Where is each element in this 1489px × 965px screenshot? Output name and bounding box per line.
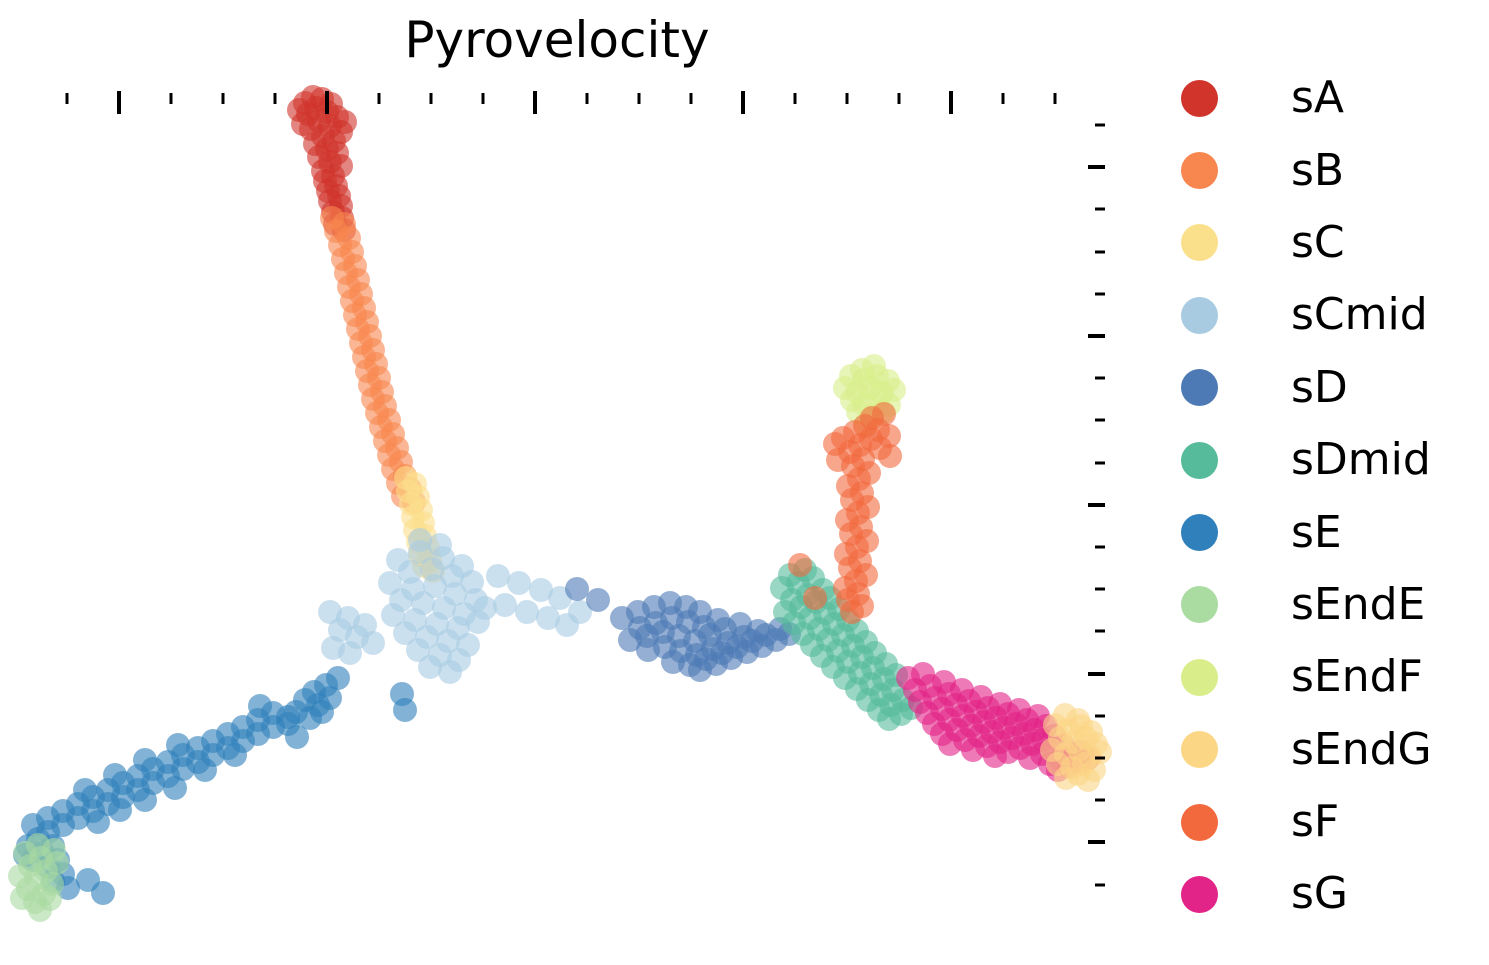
data-point <box>872 402 896 426</box>
data-point <box>248 694 272 718</box>
data-point <box>10 886 34 910</box>
series-sCmid <box>318 528 592 684</box>
data-point <box>163 776 187 800</box>
legend-swatch-icon <box>1181 658 1218 696</box>
data-point <box>103 763 127 787</box>
legend-swatch-icon <box>1181 79 1218 117</box>
legend-label: sE <box>1291 506 1342 558</box>
data-point <box>418 655 442 679</box>
data-point <box>878 444 902 468</box>
legend-item-sA: sA <box>1181 62 1432 134</box>
data-point <box>568 600 592 624</box>
legend-item-sD: sD <box>1181 352 1432 424</box>
data-point <box>565 577 589 601</box>
data-point <box>393 621 417 645</box>
data-point <box>803 586 827 610</box>
data-point <box>133 788 157 812</box>
legend-swatch-icon <box>1181 514 1218 552</box>
legend-item-sDmid: sDmid <box>1181 424 1432 496</box>
legend-swatch-icon <box>1181 296 1218 334</box>
legend-label: sCmid <box>1291 289 1428 341</box>
series-sEndG <box>1040 703 1112 792</box>
right-axis-ticks <box>1088 123 1105 887</box>
data-point <box>338 641 362 665</box>
data-point <box>493 593 517 617</box>
data-point <box>361 631 385 655</box>
data-point <box>788 553 812 577</box>
legend-label: sG <box>1291 868 1349 920</box>
data-point <box>1076 768 1100 792</box>
data-point <box>507 571 531 595</box>
series-sD <box>565 577 801 682</box>
legend-swatch-icon <box>1181 586 1218 624</box>
legend-item-sG: sG <box>1181 858 1432 930</box>
legend-swatch-icon <box>1181 875 1218 913</box>
data-point <box>28 898 52 922</box>
legend: sA sB sC sCmid sD sDmid sE <box>1181 62 1432 931</box>
data-point <box>460 570 484 594</box>
data-point <box>486 564 510 588</box>
top-axis-ticks <box>65 91 1057 114</box>
legend-swatch-icon <box>1181 441 1218 479</box>
legend-label: sDmid <box>1291 434 1431 486</box>
legend-label: sD <box>1291 361 1348 413</box>
data-point <box>393 698 417 722</box>
data-point <box>133 748 157 772</box>
scatter-points <box>8 85 1112 922</box>
legend-label: sF <box>1291 796 1340 848</box>
legend-swatch-icon <box>1181 803 1218 841</box>
legend-label: sC <box>1291 216 1345 268</box>
data-point <box>223 743 247 767</box>
data-point <box>408 540 432 564</box>
legend-swatch-icon <box>1181 731 1218 769</box>
legend-label: sA <box>1291 72 1345 124</box>
data-point <box>166 733 190 757</box>
data-point <box>826 448 850 472</box>
legend-label: sEndG <box>1291 723 1432 775</box>
data-point <box>285 725 309 749</box>
data-point <box>423 574 447 598</box>
data-point <box>108 798 132 822</box>
legend-item-sEndE: sEndE <box>1181 569 1432 641</box>
legend-item-sEndG: sEndG <box>1181 714 1432 786</box>
data-point <box>438 660 462 684</box>
series-sF <box>788 402 902 624</box>
legend-label: sEndF <box>1291 651 1423 703</box>
legend-item-sF: sF <box>1181 786 1432 858</box>
legend-label: sEndE <box>1291 578 1426 630</box>
legend-item-sCmid: sCmid <box>1181 279 1432 351</box>
data-point <box>86 810 110 834</box>
legend-item-sC: sC <box>1181 207 1432 279</box>
legend-item-sB: sB <box>1181 134 1432 206</box>
data-point <box>536 606 560 630</box>
data-point <box>381 603 405 627</box>
data-point <box>378 571 402 595</box>
data-point <box>586 588 610 612</box>
data-point <box>310 700 334 724</box>
data-point <box>193 758 217 782</box>
chart-title: Pyrovelocity <box>404 11 710 69</box>
legend-item-sE: sE <box>1181 496 1432 568</box>
data-point <box>529 578 553 602</box>
data-point <box>406 638 430 662</box>
series-sE <box>13 666 417 905</box>
legend-item-sEndF: sEndF <box>1181 641 1432 713</box>
legend-label: sB <box>1291 144 1345 196</box>
data-point <box>91 881 115 905</box>
data-point <box>73 778 97 802</box>
legend-swatch-icon <box>1181 152 1218 190</box>
legend-swatch-icon <box>1181 369 1218 407</box>
data-point <box>515 600 539 624</box>
series-sEndE <box>8 833 69 922</box>
data-point <box>466 610 490 634</box>
legend-swatch-icon <box>1181 224 1218 262</box>
